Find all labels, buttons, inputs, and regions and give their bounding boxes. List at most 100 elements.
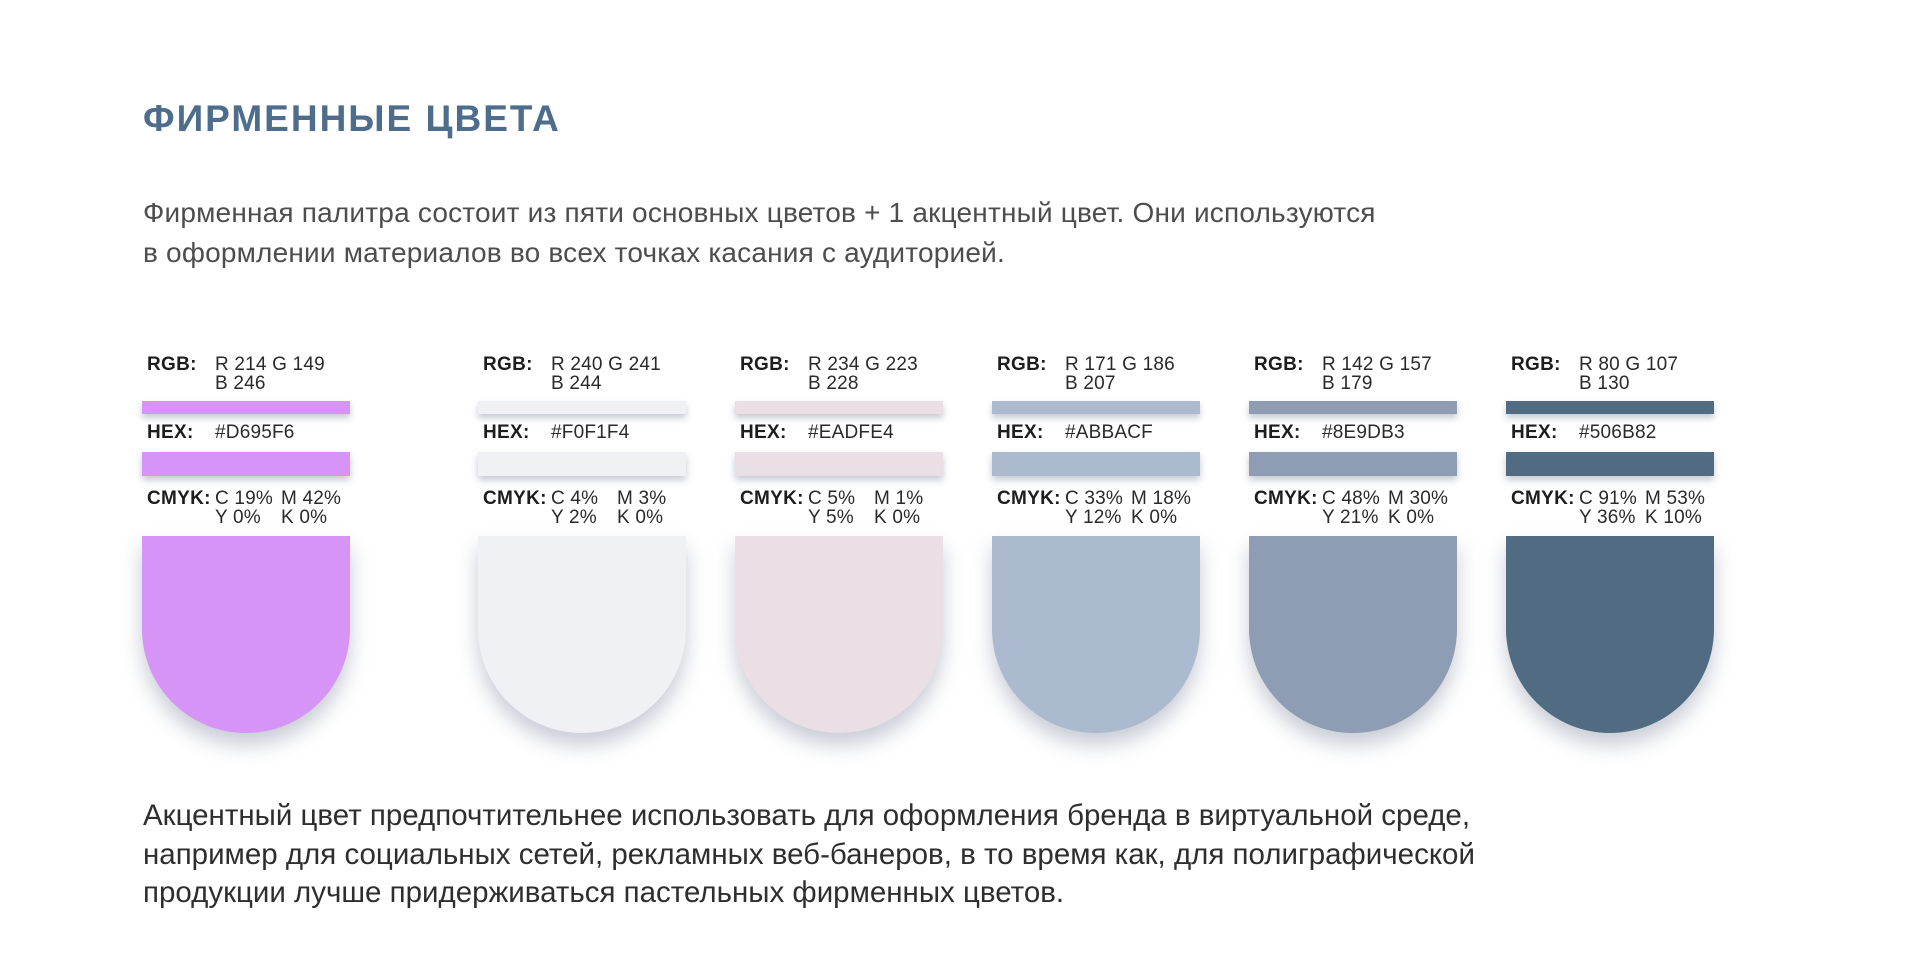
hex-value: #ABBACF [1065,422,1153,443]
cmyk-k-value: K 10% [1645,507,1702,528]
hex-row: HEX: #ABBACF [992,423,1153,442]
cmyk-label: CMYK: [1511,488,1575,509]
cmyk-c-value: C 33% [1065,488,1124,509]
cmyk-y-value: Y 2% [551,507,597,528]
rgb-label: RGB: [147,354,197,375]
rgb-row: RGB: R 142 G 157 B 179 [1249,355,1432,393]
color-bar-thick [1249,452,1457,476]
rgb-row: RGB: R 80 G 107 B 130 [1506,355,1678,393]
hex-row: HEX: #D695F6 [142,423,295,442]
color-swatch [1506,536,1714,733]
cmyk-c-value: C 48% [1322,488,1381,509]
cmyk-k-value: K 0% [874,507,921,528]
color-bar-thick [142,452,350,476]
cmyk-row: CMYK: C 91% M 53% Y 36% K 10% [1506,489,1705,527]
cmyk-values: C 4% M 3% Y 2% K 0% [551,489,666,527]
color-swatch-column: RGB: R 80 G 107 B 130 HEX: #506B82 CMYK:… [1506,355,1714,737]
cmyk-k-value: K 0% [1131,507,1178,528]
color-bar-thin [735,401,943,414]
hex-row: HEX: #EADFE4 [735,423,894,442]
hex-value: #8E9DB3 [1322,422,1405,443]
color-swatch [142,536,350,733]
cmyk-label: CMYK: [483,488,547,509]
cmyk-values: C 91% M 53% Y 36% K 10% [1579,489,1705,527]
rgb-label: RGB: [1511,354,1561,375]
palette-row: RGB: R 214 G 149 B 246 HEX: #D695F6 CMYK… [142,355,1714,737]
hex-label: HEX: [1254,422,1301,443]
hex-row: HEX: #8E9DB3 [1249,423,1405,442]
cmyk-y-value: Y 36% [1579,507,1636,528]
cmyk-m-value: M 30% [1388,488,1449,509]
hex-label: HEX: [147,422,194,443]
color-bar-thin [478,401,686,414]
color-swatch-column: RGB: R 240 G 241 B 244 HEX: #F0F1F4 CMYK… [478,355,686,737]
page-title: ФИРМЕННЫЕ ЦВЕТА [143,98,561,139]
color-bar-thin [1506,401,1714,414]
hex-label: HEX: [740,422,787,443]
cmyk-label: CMYK: [147,488,211,509]
hex-label: HEX: [997,422,1044,443]
rgb-row: RGB: R 234 G 223 B 228 [735,355,918,393]
color-bar-thick [992,452,1200,476]
rgb-value: R 234 G 223 B 228 [808,354,918,394]
color-swatch-column: RGB: R 214 G 149 B 246 HEX: #D695F6 CMYK… [142,355,350,737]
rgb-row: RGB: R 171 G 186 B 207 [992,355,1175,393]
cmyk-row: CMYK: C 19% M 42% Y 0% K 0% [142,489,341,527]
rgb-label: RGB: [997,354,1047,375]
rgb-value: R 80 G 107 B 130 [1579,354,1679,394]
color-swatch-column: RGB: R 234 G 223 B 228 HEX: #EADFE4 CMYK… [735,355,943,737]
cmyk-y-value: Y 12% [1065,507,1122,528]
cmyk-y-value: Y 5% [808,507,854,528]
cmyk-c-value: C 4% [551,488,599,509]
hex-value: #506B82 [1579,422,1657,443]
cmyk-k-value: K 0% [281,507,328,528]
cmyk-c-value: C 5% [808,488,856,509]
hex-label: HEX: [1511,422,1558,443]
hex-row: HEX: #F0F1F4 [478,423,630,442]
color-bar-thick [478,452,686,476]
rgb-label: RGB: [740,354,790,375]
cmyk-row: CMYK: C 48% M 30% Y 21% K 0% [1249,489,1448,527]
hex-value: #EADFE4 [808,422,894,443]
color-swatch [478,536,686,733]
cmyk-label: CMYK: [740,488,804,509]
cmyk-m-value: M 3% [617,488,667,509]
rgb-value: R 240 G 241 B 244 [551,354,661,394]
cmyk-label: CMYK: [1254,488,1318,509]
cmyk-k-value: K 0% [617,507,664,528]
rgb-row: RGB: R 214 G 149 B 246 [142,355,325,393]
cmyk-m-value: M 53% [1645,488,1706,509]
hex-value: #D695F6 [215,422,295,443]
cmyk-row: CMYK: C 33% M 18% Y 12% K 0% [992,489,1191,527]
intro-paragraph: Фирменная палитра состоит из пяти основн… [143,197,1376,268]
cmyk-row: CMYK: C 4% M 3% Y 2% K 0% [478,489,666,527]
color-bar-thick [735,452,943,476]
cmyk-values: C 33% M 18% Y 12% K 0% [1065,489,1191,527]
cmyk-values: C 5% M 1% Y 5% K 0% [808,489,923,527]
rgb-value: R 214 G 149 B 246 [215,354,325,394]
color-swatch [1249,536,1457,733]
cmyk-y-value: Y 21% [1322,507,1379,528]
color-bar-thin [142,401,350,414]
cmyk-label: CMYK: [997,488,1061,509]
rgb-value: R 142 G 157 B 179 [1322,354,1432,394]
cmyk-c-value: C 91% [1579,488,1638,509]
cmyk-c-value: C 19% [215,488,274,509]
cmyk-row: CMYK: C 5% M 1% Y 5% K 0% [735,489,923,527]
rgb-label: RGB: [483,354,533,375]
cmyk-y-value: Y 0% [215,507,261,528]
cmyk-m-value: M 42% [281,488,342,509]
color-swatch [735,536,943,733]
color-swatch [992,536,1200,733]
cmyk-m-value: M 18% [1131,488,1192,509]
hex-label: HEX: [483,422,530,443]
cmyk-values: C 48% M 30% Y 21% K 0% [1322,489,1448,527]
color-swatch-column: RGB: R 142 G 157 B 179 HEX: #8E9DB3 CMYK… [1249,355,1457,737]
hex-value: #F0F1F4 [551,422,630,443]
rgb-value: R 171 G 186 B 207 [1065,354,1175,394]
color-swatch-column: RGB: R 171 G 186 B 207 HEX: #ABBACF CMYK… [992,355,1200,737]
color-bar-thin [992,401,1200,414]
accent-usage-note: Акцентный цвет предпочтительнее использо… [143,799,1475,909]
color-bar-thick [1506,452,1714,476]
